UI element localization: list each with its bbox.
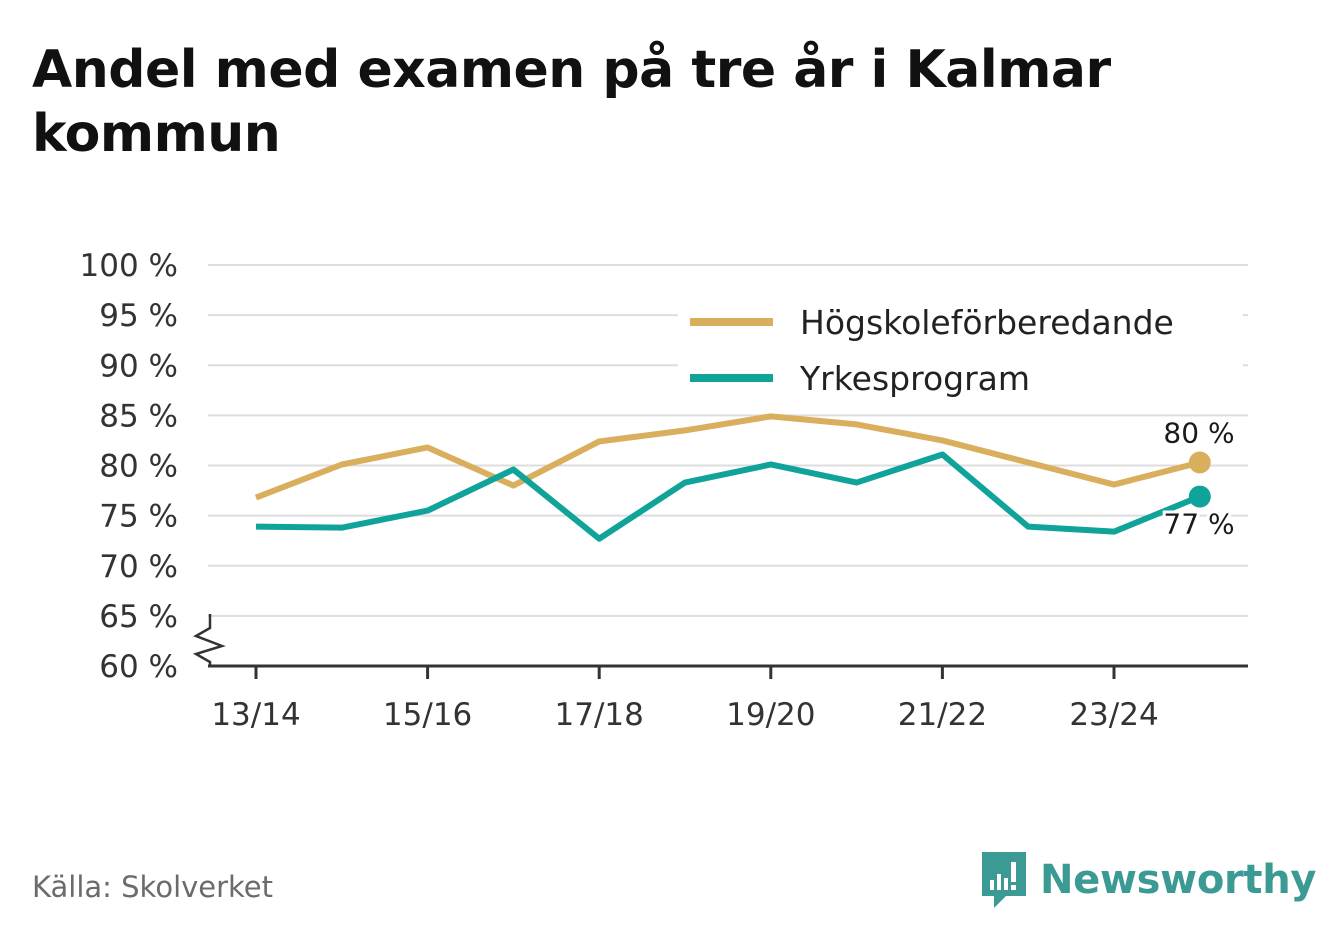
legend-label: Yrkesprogram bbox=[799, 359, 1030, 398]
x-tick-label: 19/20 bbox=[726, 697, 815, 733]
y-tick-label: 90 % bbox=[99, 348, 178, 384]
y-tick-label: 100 % bbox=[80, 248, 178, 284]
y-tick-label: 95 % bbox=[99, 298, 178, 334]
series-lines bbox=[254, 413, 1201, 542]
y-tick-label: 80 % bbox=[99, 449, 178, 485]
legend-background bbox=[678, 290, 1243, 412]
y-axis-ticks: 60 % 65 % 70 % 75 % 80 % 85 % 90 % 95 % 100 % bbox=[80, 248, 178, 685]
chart-title: Andel med examen på tre år i Kalmar komm… bbox=[32, 40, 1111, 164]
y-tick-label: 75 % bbox=[99, 499, 178, 535]
x-tick-label: 13/14 bbox=[211, 697, 300, 733]
axis-break-icon bbox=[192, 614, 226, 666]
data-label-2: 77 % bbox=[1163, 508, 1234, 541]
y-tick-label: 65 % bbox=[99, 599, 178, 635]
brand-name: Newsworthy bbox=[1040, 857, 1317, 903]
legend-label: Högskoleförberedande bbox=[800, 303, 1174, 342]
x-tick-label: 17/18 bbox=[555, 697, 644, 733]
data-label-1: 80 % bbox=[1163, 416, 1234, 449]
y-tick-label: 85 % bbox=[99, 398, 178, 434]
brand-logo[interactable]: Newsworthy bbox=[980, 848, 1317, 912]
series-endpoint-2 bbox=[1188, 485, 1211, 508]
series-endpoints: 80 % 77 % bbox=[1160, 413, 1237, 543]
x-tick-label: 21/22 bbox=[898, 697, 987, 733]
series-line-1 bbox=[254, 413, 1201, 501]
x-axis-ticks: 13/14 15/16 17/18 19/20 21/22 23/24 bbox=[211, 666, 1159, 733]
source-note: Källa: Skolverket bbox=[32, 870, 274, 904]
y-tick-label: 70 % bbox=[99, 549, 178, 585]
y-tick-label: 60 % bbox=[99, 649, 178, 685]
series-endpoint-1 bbox=[1188, 451, 1211, 474]
x-tick-label: 23/24 bbox=[1069, 697, 1158, 733]
series-line-2 bbox=[255, 451, 1201, 542]
newsworthy-logo-icon bbox=[982, 852, 1026, 908]
legend: Högskoleförberedande Yrkesprogram bbox=[678, 290, 1243, 412]
x-tick-label: 15/16 bbox=[383, 697, 472, 733]
